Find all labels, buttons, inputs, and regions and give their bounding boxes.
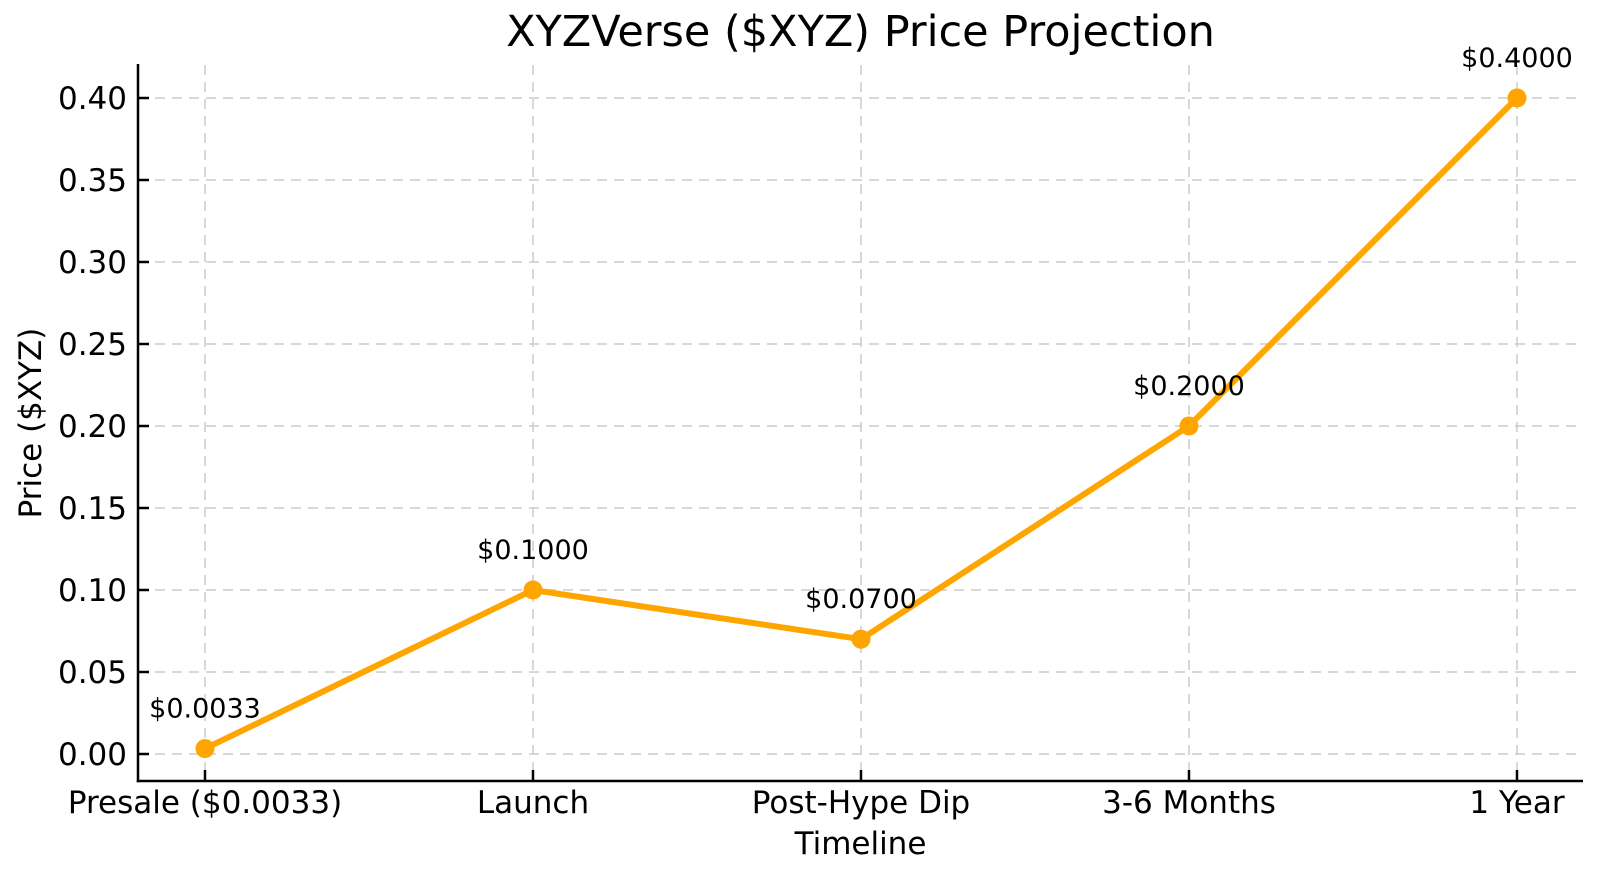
y-tick-label: 0.30 xyxy=(58,245,127,281)
point-value-label: $0.4000 xyxy=(1461,43,1573,74)
data-point-marker xyxy=(1507,88,1527,108)
y-tick-label: 0.35 xyxy=(58,163,127,199)
y-tick-label: 0.00 xyxy=(58,737,127,773)
x-tick-label: Post-Hype Dip xyxy=(752,785,970,821)
y-tick-label: 0.10 xyxy=(58,573,127,609)
data-point-marker xyxy=(195,739,215,759)
data-point-marker xyxy=(523,580,543,600)
point-value-label: $0.0033 xyxy=(149,694,261,725)
point-value-label: $0.2000 xyxy=(1133,371,1245,402)
chart-title: XYZVerse ($XYZ) Price Projection xyxy=(506,7,1215,57)
x-tick-label: Presale ($0.0033) xyxy=(68,785,342,821)
point-value-label: $0.1000 xyxy=(477,535,589,566)
x-tick-label: 1 Year xyxy=(1469,785,1564,821)
y-tick-label: 0.25 xyxy=(58,327,127,363)
y-tick-label: 0.20 xyxy=(58,409,127,445)
x-tick-label: Launch xyxy=(477,785,589,821)
y-axis-label: Price ($XYZ) xyxy=(13,327,49,519)
x-axis-label: Timeline xyxy=(794,826,927,862)
point-value-label: $0.0700 xyxy=(805,584,917,615)
y-tick-label: 0.15 xyxy=(58,491,127,527)
x-tick-label: 3-6 Months xyxy=(1102,785,1276,821)
y-tick-label: 0.40 xyxy=(58,81,127,117)
y-tick-label: 0.05 xyxy=(58,655,127,691)
data-point-marker xyxy=(851,629,871,649)
data-point-marker xyxy=(1179,416,1199,436)
